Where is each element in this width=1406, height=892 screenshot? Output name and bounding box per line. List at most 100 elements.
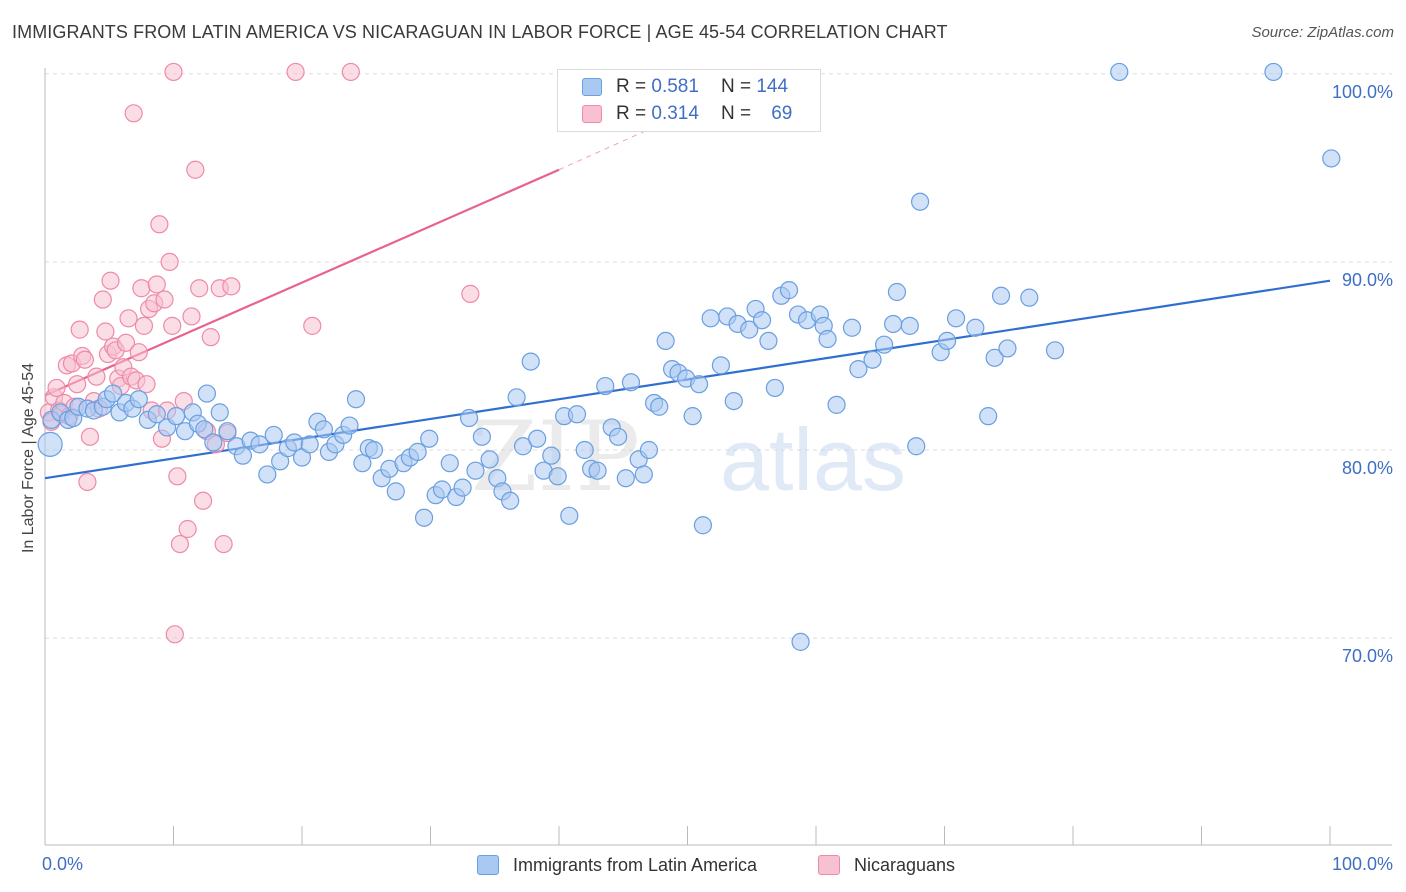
legend-row-latin-america: R = 0.581 N = 144 — [582, 74, 788, 100]
data-point-latin-america — [765, 378, 784, 398]
data-point-nicaraguans — [96, 322, 115, 341]
data-point-latin-america — [466, 461, 485, 480]
data-point-latin-america — [907, 437, 926, 456]
stats-legend: R = 0.581 N = 144 R = 0.314 N = 69 — [557, 69, 821, 132]
data-point-latin-america — [998, 339, 1017, 358]
data-point-nicaraguans — [147, 275, 166, 294]
data-point-latin-america — [420, 429, 439, 448]
data-point-nicaraguans — [168, 467, 187, 486]
data-point-latin-america — [634, 465, 653, 484]
data-point-latin-america — [567, 405, 587, 424]
data-point-nicaraguans — [70, 320, 89, 339]
data-point-latin-america — [233, 446, 252, 465]
y-tick-labels: 70.0% 80.0% 90.0% 100.0% — [1332, 82, 1393, 666]
data-point-latin-america — [210, 403, 229, 422]
data-point-latin-america — [693, 516, 713, 535]
data-point-nicaraguans — [47, 378, 66, 398]
y-tick-label: 70.0% — [1342, 646, 1393, 666]
data-point-nicaraguans — [129, 343, 148, 362]
data-point-latin-america — [285, 433, 304, 452]
data-point-latin-america — [204, 433, 223, 452]
data-point-latin-america — [472, 427, 491, 446]
data-point-latin-america — [104, 384, 123, 403]
data-point-nicaraguans — [93, 290, 112, 309]
data-point-nicaraguans — [78, 472, 97, 492]
data-point-latin-america — [875, 335, 894, 354]
data-point-nicaraguans — [182, 307, 201, 326]
data-point-latin-america — [1110, 62, 1129, 82]
data-point-latin-america — [759, 331, 778, 351]
data-point-latin-america — [414, 508, 434, 527]
data-point-nicaraguans — [163, 316, 182, 335]
data-point-latin-america — [528, 429, 547, 448]
data-point-nicaraguans — [87, 367, 106, 386]
data-point-latin-america — [300, 435, 319, 454]
data-point-latin-america — [1322, 149, 1341, 168]
data-point-latin-america — [639, 440, 659, 460]
data-point-latin-america — [501, 491, 520, 510]
bottom-legend-nicaraguans: Nicaraguans — [818, 852, 955, 878]
data-point-nicaraguans — [286, 62, 305, 82]
n-value-pink: 69 — [771, 103, 793, 124]
data-point-latin-america — [849, 360, 868, 379]
data-point-latin-america — [689, 375, 709, 394]
data-point-latin-america — [129, 390, 148, 409]
data-point-latin-america — [353, 454, 372, 473]
data-point-latin-america — [985, 348, 1004, 367]
data-point-nicaraguans — [164, 62, 183, 82]
data-point-latin-america — [946, 309, 966, 328]
data-point-latin-america — [966, 318, 985, 337]
data-point-nicaraguans — [461, 284, 480, 303]
x-tick-label: 100.0% — [1332, 854, 1393, 874]
data-point-latin-america — [166, 407, 186, 426]
data-point-latin-america — [752, 311, 772, 330]
data-point-nicaraguans — [222, 277, 241, 296]
y-axis-title: In Labor Force | Age 45-54 — [20, 363, 37, 553]
data-point-nicaraguans — [165, 625, 184, 644]
bottom-legend-latin-america: Immigrants from Latin America — [477, 852, 757, 878]
source-credit: Source: ZipAtlas.com — [1251, 24, 1394, 41]
data-point-latin-america — [37, 431, 63, 457]
data-point-latin-america — [147, 405, 166, 424]
y-tick-label: 80.0% — [1342, 458, 1393, 478]
data-point-nicaraguans — [186, 160, 205, 179]
data-point-nicaraguans — [190, 279, 209, 298]
x-tick-label: 0.0% — [42, 854, 83, 874]
data-point-latin-america — [459, 408, 479, 428]
series-latin-america — [37, 62, 1341, 651]
data-point-latin-america — [588, 461, 607, 480]
data-point-latin-america — [197, 384, 217, 403]
watermark-atlas: atlas — [720, 410, 906, 509]
data-point-latin-america — [340, 416, 359, 435]
data-point-latin-america — [264, 425, 283, 445]
data-point-nicaraguans — [150, 215, 169, 234]
r-value-blue: 0.581 — [651, 76, 699, 97]
data-point-nicaraguans — [116, 333, 136, 352]
data-point-latin-america — [480, 450, 499, 469]
r-value-pink: 0.314 — [651, 103, 699, 124]
data-point-nicaraguans — [214, 534, 233, 554]
chart-title: IMMIGRANTS FROM LATIN AMERICA VS NICARAG… — [12, 22, 948, 42]
data-point-nicaraguans — [155, 290, 174, 309]
series-nicaraguans — [39, 62, 480, 644]
data-point-latin-america — [979, 407, 998, 426]
data-point-nicaraguans — [137, 375, 156, 394]
data-point-latin-america — [596, 376, 615, 396]
data-point-latin-america — [314, 420, 333, 439]
data-point-latin-america — [900, 316, 919, 335]
data-point-latin-america — [364, 440, 384, 460]
data-point-latin-america — [258, 465, 277, 484]
data-point-latin-america — [991, 286, 1011, 305]
data-point-latin-america — [346, 390, 366, 409]
legend-row-nicaraguans: R = 0.314 N = 69 — [582, 101, 792, 127]
data-point-latin-america — [701, 309, 720, 328]
data-point-latin-america — [910, 192, 930, 211]
legend-swatch-pink — [582, 105, 602, 123]
axes — [44, 68, 1392, 846]
data-point-latin-america — [887, 282, 907, 302]
data-point-latin-america — [791, 632, 810, 651]
data-point-latin-america — [724, 391, 743, 411]
data-point-latin-america — [650, 397, 669, 416]
data-point-nicaraguans — [119, 309, 138, 328]
